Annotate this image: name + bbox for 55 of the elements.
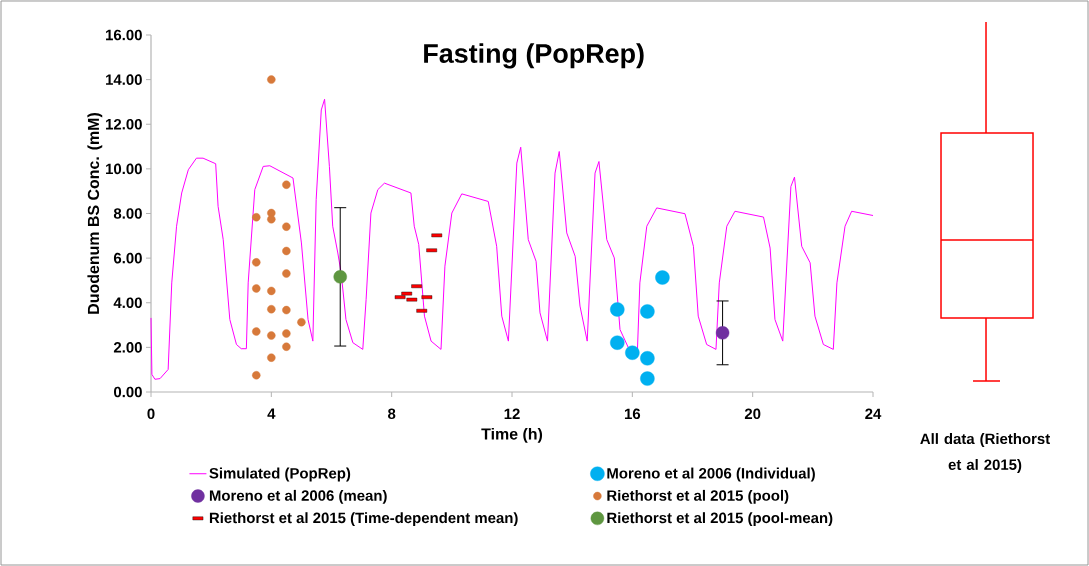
legend-label: Riethorst et al 2015 (pool) <box>607 489 789 504</box>
y-tick-label: 4.00 <box>113 297 142 309</box>
point <box>252 258 261 267</box>
point <box>252 284 261 293</box>
chart-title: Fasting (PopRep) <box>424 43 644 69</box>
x-tick-label: 16 <box>624 408 641 420</box>
y-tick-label: 14.00 <box>106 74 142 85</box>
point <box>267 353 276 362</box>
point <box>610 335 625 350</box>
point <box>267 305 276 314</box>
point <box>252 371 261 380</box>
point <box>640 371 655 386</box>
point <box>297 317 306 327</box>
point <box>610 302 625 317</box>
line-series <box>150 98 874 380</box>
y-axis-title: Duodenum BS Conc. (mM) <box>87 113 103 314</box>
y-tick-label: 0.00 <box>113 386 142 398</box>
x-axis-title: Time (h) <box>481 427 543 443</box>
point <box>252 213 261 222</box>
legend-label: Riethorst et al 2015 (Time-dependent mean) <box>209 512 518 527</box>
point <box>267 331 276 340</box>
point <box>640 304 655 319</box>
point <box>625 345 640 360</box>
y-tick-label: 12.00 <box>106 118 142 130</box>
point <box>267 286 276 296</box>
text: All data (Riethorst et al 2015) <box>920 433 1050 473</box>
x-tick-label: 4 <box>267 408 276 419</box>
x-tick-label: 24 <box>865 408 882 419</box>
point <box>282 180 291 189</box>
point <box>267 215 276 224</box>
point <box>282 269 291 278</box>
y-tick-label: 8.00 <box>113 208 142 219</box>
point <box>640 351 655 366</box>
x-tick-label: 12 <box>504 408 520 419</box>
point <box>267 75 276 84</box>
y-tick-label: 10.00 <box>106 163 142 175</box>
point <box>282 222 291 231</box>
x-tick-label: 20 <box>744 408 761 420</box>
point <box>252 327 261 336</box>
legend-label: Moreno et al 2006 (mean) <box>209 489 387 504</box>
point <box>655 270 670 285</box>
legend-label: Riethorst et al 2015 (pool-mean) <box>607 512 833 527</box>
legend-label: Moreno et al 2006 (Individual) <box>607 467 815 482</box>
point <box>282 329 291 338</box>
x-tick-label: 0 <box>147 408 155 420</box>
point <box>282 342 291 351</box>
y-tick-label: 6.00 <box>113 252 142 264</box>
x-tick-label: 8 <box>387 408 396 420</box>
point <box>333 270 347 284</box>
point <box>282 305 291 315</box>
legend-label: Simulated (PopRep) <box>209 467 351 482</box>
y-tick-label: 2.00 <box>113 342 142 353</box>
point <box>715 326 730 340</box>
y-tick-label: 16.00 <box>106 29 142 41</box>
point <box>282 246 291 256</box>
